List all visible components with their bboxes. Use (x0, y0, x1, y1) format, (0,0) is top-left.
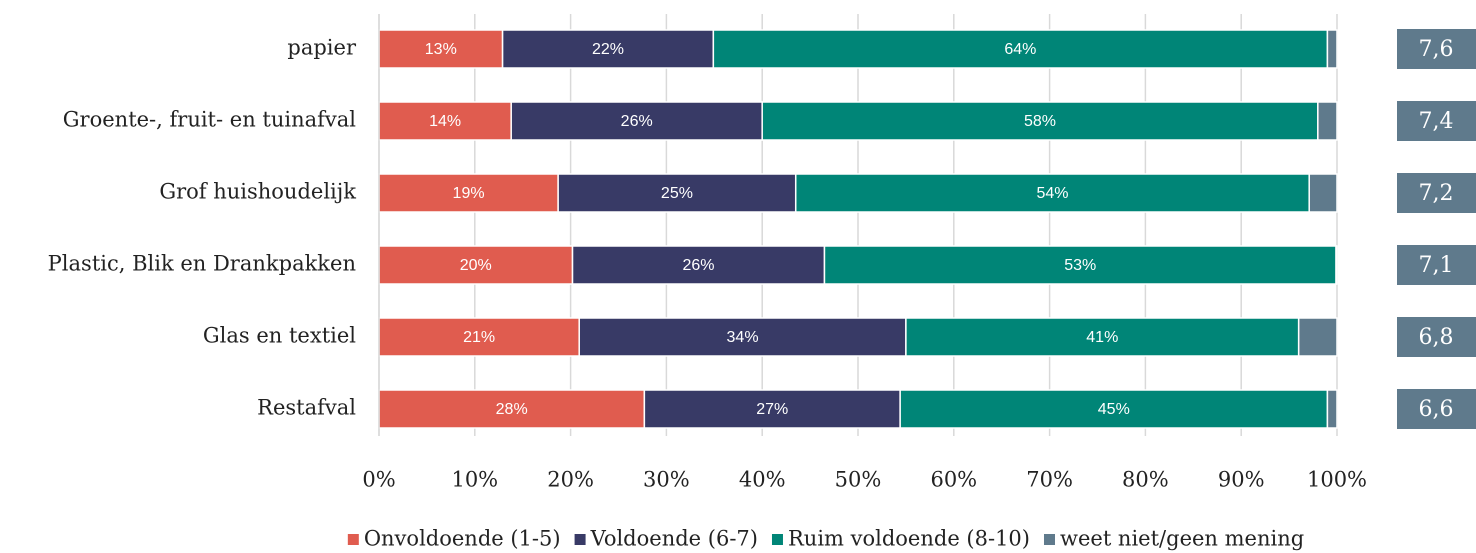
category-label: Grof huishoudelijk (159, 180, 356, 204)
legend-label: Ruim voldoende (8-10) (788, 527, 1030, 551)
score-label: 7,6 (1419, 37, 1454, 62)
legend: Onvoldoende (1-5) Voldoende (6-7) Ruim vol… (347, 527, 1304, 551)
bar-segment (1308, 173, 1338, 213)
data-label: 26% (621, 113, 653, 130)
legend-swatch (771, 534, 783, 545)
bar-segment (378, 389, 646, 429)
data-label: 64% (1004, 41, 1036, 58)
legend-label: weet niet/geen mening (1060, 527, 1304, 551)
bar-segment (905, 317, 1300, 357)
bar-segment (501, 29, 715, 69)
score-box (1397, 389, 1476, 429)
bar-segment (823, 245, 1337, 285)
legend-swatch (574, 534, 586, 545)
bar-segment (557, 173, 797, 213)
data-label: 28% (496, 401, 528, 418)
score-box (1397, 173, 1476, 213)
score-box (1397, 317, 1476, 357)
bar-segment (1317, 101, 1338, 141)
data-label: 13% (425, 41, 457, 58)
data-label: 14% (429, 113, 461, 130)
bar-segment (1335, 245, 1338, 285)
legend-label: Voldoende (6-7) (590, 527, 758, 551)
data-label: 58% (1024, 113, 1056, 130)
legend-swatch (347, 534, 359, 545)
data-label: 22% (592, 41, 624, 58)
data-label: 45% (1098, 401, 1130, 418)
x-tick-label: 30% (643, 468, 690, 492)
score-label: 6,6 (1419, 397, 1454, 422)
score-label: 6,8 (1419, 325, 1454, 350)
bar-segment (1326, 389, 1338, 429)
x-tick-label: 60% (930, 468, 977, 492)
bar-segment (761, 101, 1319, 141)
data-label: 27% (756, 401, 788, 418)
x-tick-label: 40% (739, 468, 786, 492)
bar-segment (794, 173, 1310, 213)
x-tick-label: 100% (1307, 468, 1367, 492)
legend-label: Onvoldoende (1-5) (364, 527, 561, 551)
bar-segment (643, 389, 901, 429)
legend-swatch (1043, 534, 1055, 545)
data-label: 53% (1064, 257, 1096, 274)
data-label: 41% (1086, 329, 1118, 346)
category-label: Groente-, fruit- en tuinafval (63, 108, 356, 132)
x-tick-label: 50% (835, 468, 882, 492)
data-label: 54% (1036, 185, 1068, 202)
bar-segment (378, 29, 504, 69)
bar-segment (378, 317, 580, 357)
score-box (1397, 101, 1476, 141)
score-label: 7,1 (1419, 253, 1454, 278)
category-label: Restafval (257, 396, 356, 420)
score-label: 7,2 (1419, 181, 1454, 206)
bar-segment (378, 173, 559, 213)
bar-segment (378, 245, 574, 285)
data-label: 19% (453, 185, 485, 202)
category-label: papier (287, 36, 357, 60)
x-tick-label: 70% (1026, 468, 1073, 492)
score-box (1397, 245, 1476, 285)
data-label: 26% (682, 257, 714, 274)
x-tick-label: 90% (1218, 468, 1265, 492)
category-label: Glas en textiel (203, 324, 356, 348)
data-label: 20% (460, 257, 492, 274)
score-box (1397, 29, 1476, 69)
data-label: 34% (727, 329, 759, 346)
data-label: 21% (463, 329, 495, 346)
x-tick-label: 0% (362, 468, 395, 492)
bar-segment (571, 245, 826, 285)
data-label: 25% (661, 185, 693, 202)
bar-segment (1326, 29, 1338, 69)
bar-segment (578, 317, 907, 357)
x-tick-label: 10% (451, 468, 498, 492)
bar-segment (1297, 317, 1338, 357)
x-tick-label: 20% (547, 468, 594, 492)
x-tick-label: 80% (1122, 468, 1169, 492)
score-label: 7,4 (1419, 109, 1454, 134)
category-label: Plastic, Blik en Drankpakken (48, 252, 356, 276)
